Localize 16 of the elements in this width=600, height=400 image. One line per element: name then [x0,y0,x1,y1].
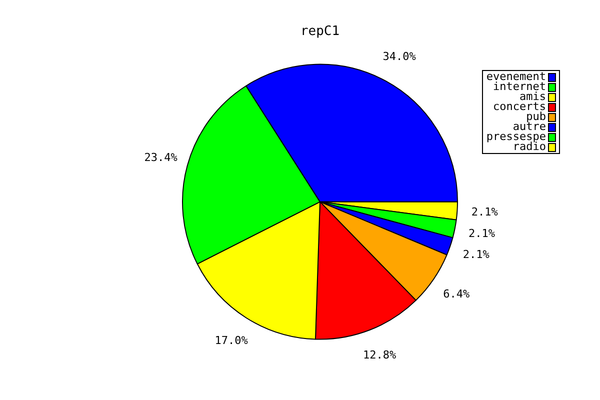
legend-label: pub [526,110,546,123]
legend-label: pressespe [486,130,546,143]
data-label: 34.0% [382,50,416,63]
chart-title: repC1 [300,24,340,40]
legend-label: internet [493,80,546,93]
legend-label: radio [512,140,546,153]
data-label: 17.0% [214,334,248,347]
data-label: 23.4% [144,151,178,164]
data-label: 6.4% [443,287,470,300]
data-label: 2.1% [471,206,498,219]
legend-label: amis [520,90,546,103]
legend-label: evenement [486,70,546,83]
legend-label: concerts [493,100,546,113]
data-label: 12.8% [363,348,397,362]
data-label: 2.1% [468,227,496,240]
data-label: 2.1% [462,248,490,262]
